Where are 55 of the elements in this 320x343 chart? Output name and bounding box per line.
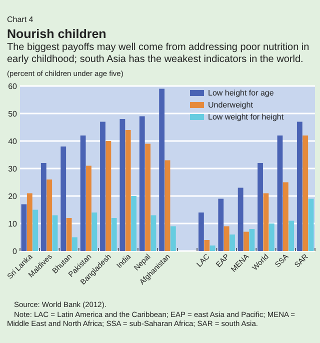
bar [131,196,136,251]
bar [21,204,27,251]
caption: Chart 4 [7,15,34,24]
legend-label: Underweight [208,100,254,110]
bar [263,193,269,251]
bar [40,163,46,251]
bar [170,226,176,251]
y-tick-label: 60 [8,82,18,91]
bar [111,218,117,251]
bar [125,130,131,251]
chart-subtitle: The biggest payoffs may well come from addressing poor nutrition in early childhood; south Asia has the weakest indicators in the world. [7,42,310,65]
y-tick-label: 40 [8,136,18,146]
bar [258,163,263,251]
bar [288,220,294,251]
y-tick-label: 30 [8,164,18,174]
bar [204,240,210,251]
bar [198,212,204,251]
bar [249,229,255,251]
bar [72,237,78,251]
bar [86,166,92,251]
bar [296,122,302,251]
bar [150,215,156,251]
y-tick-label: 10 [8,219,18,228]
bar [32,210,38,251]
bar [159,88,165,251]
bar [139,116,145,251]
bar [282,182,288,251]
bar [302,136,308,251]
bar [308,198,314,251]
bar [120,119,126,251]
bar [238,188,244,251]
bar [268,224,274,251]
bar [46,180,52,251]
bar [26,193,32,251]
y-tick-label: 50 [8,109,18,118]
bar [218,198,224,251]
bar [106,141,112,251]
bar [224,226,230,251]
bar [145,144,151,251]
bar [164,160,170,251]
bar [244,232,249,251]
chart-title: Nourish children [7,27,106,41]
bar [60,146,66,251]
legend-label: Low height for age [208,88,274,98]
bar [210,246,216,251]
bar [80,136,86,251]
y-tick-label: 20 [8,192,18,201]
bar [52,215,58,251]
y-tick-label: 0 [12,246,18,256]
legend-label: Low weight for height [208,112,284,122]
bar [230,234,235,251]
bar [100,122,106,251]
bar [277,136,283,251]
bar [66,218,72,251]
bar [92,212,98,251]
